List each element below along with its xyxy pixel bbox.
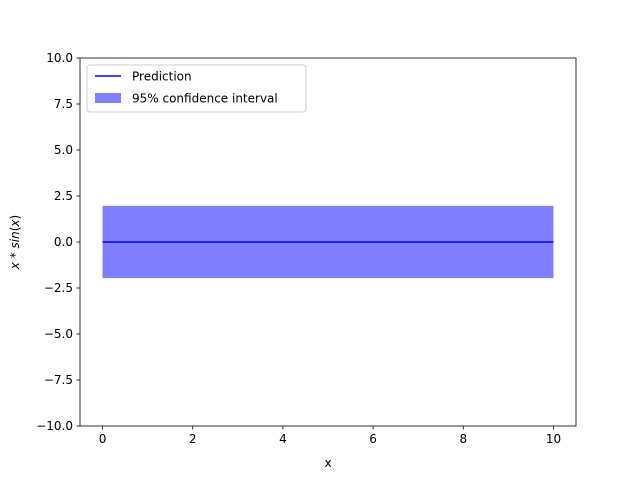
y-tick-label: −10.0 [36, 419, 73, 433]
y-tick-label: 7.5 [54, 97, 73, 111]
x-tick-label: 8 [459, 432, 467, 446]
x-tick-label: 2 [189, 432, 197, 446]
x-tick-label: 0 [99, 432, 107, 446]
x-axis-label: x [324, 456, 331, 470]
y-tick-label: −7.5 [44, 373, 73, 387]
y-tick-label: −2.5 [44, 281, 73, 295]
y-tick-label: 0.0 [54, 235, 73, 249]
x-tick-label: 4 [279, 432, 287, 446]
legend-box [86, 64, 307, 113]
y-tick-label: 5.0 [54, 143, 73, 157]
legend-label: Prediction [132, 70, 192, 84]
x-ticks: 0 2 4 6 8 10 [99, 426, 561, 446]
y-tick-label: −5.0 [44, 327, 73, 341]
y-tick-label: 10.0 [46, 51, 73, 65]
legend-label: 95% confidence interval [132, 92, 278, 106]
legend-band-swatch [95, 93, 121, 103]
y-ticks: −10.0 −7.5 −5.0 −2.5 0.0 2.5 5.0 7.5 10.0 [36, 51, 80, 433]
y-tick-label: 2.5 [54, 189, 73, 203]
y-axis-label: x * sin(x) [8, 215, 22, 270]
x-tick-label: 10 [546, 432, 561, 446]
x-tick-label: 6 [369, 432, 377, 446]
legend: Prediction 95% confidence interval [86, 64, 307, 113]
